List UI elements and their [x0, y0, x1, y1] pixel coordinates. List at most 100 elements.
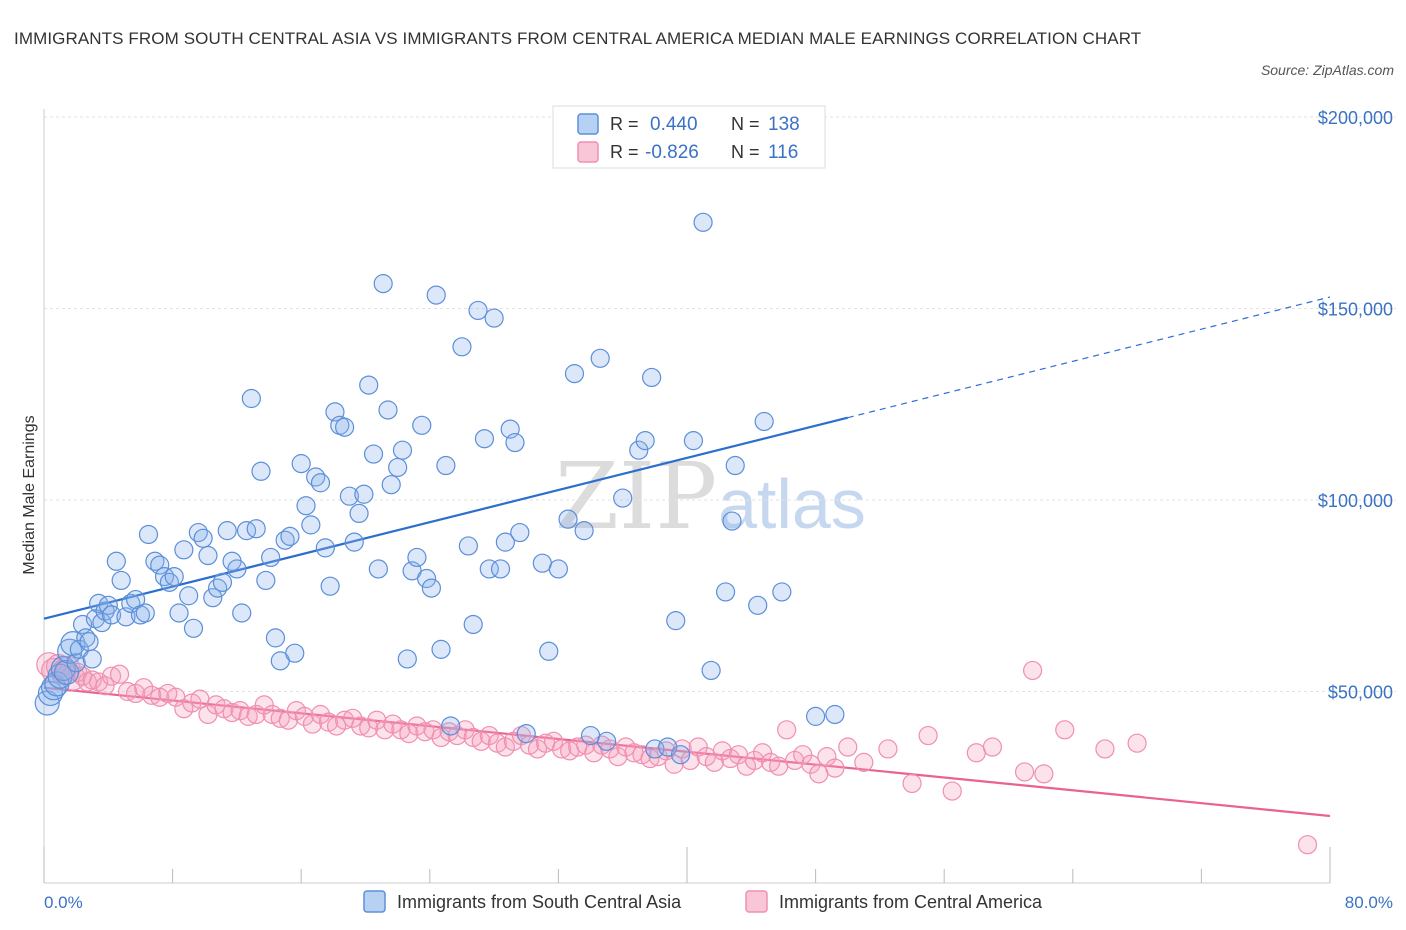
point-south-central-asia: [150, 555, 170, 575]
legend-r-value-blue: 0.440: [650, 114, 698, 135]
point-south-central-asia: [421, 578, 442, 598]
point-central-america: [793, 745, 813, 765]
bottom-legend-swatch-pink: [745, 890, 768, 913]
point-central-america: [294, 706, 315, 726]
point-south-central-asia: [169, 603, 189, 623]
point-south-central-asia: [670, 745, 691, 765]
point-central-america: [254, 695, 274, 715]
point-south-central-asia: [381, 475, 401, 495]
source-label: Source: ZipAtlas.com: [1260, 62, 1394, 78]
point-central-america: [809, 764, 829, 784]
point-south-central-asia: [590, 348, 610, 368]
point-central-america: [712, 741, 732, 761]
bottom-legend-label-blue: Immigrants from South Central Asia: [397, 892, 682, 912]
point-south-central-asia: [89, 593, 109, 614]
x-tick-label-start: 0.0%: [44, 893, 83, 912]
point-south-central-asia: [335, 417, 355, 437]
point-central-america: [343, 708, 363, 728]
point-central-america: [109, 664, 130, 684]
point-central-america: [455, 720, 475, 740]
point-south-central-asia: [666, 611, 686, 631]
point-south-central-asia: [106, 551, 126, 571]
axes: [43, 109, 1331, 884]
y-axis-label: Median Male Earnings: [21, 415, 38, 574]
point-central-america: [752, 743, 773, 763]
point-central-america: [704, 752, 724, 772]
point-south-central-asia: [359, 375, 379, 395]
y-tick-label: $100,000: [1318, 491, 1393, 511]
point-central-america: [399, 724, 419, 744]
point-central-america: [1034, 764, 1054, 784]
point-south-central-asia: [725, 455, 745, 476]
point-south-central-asia: [285, 643, 305, 663]
point-south-central-asia: [635, 431, 655, 451]
point-central-america: [942, 781, 962, 801]
bottom-legend: Immigrants from South Central Asia Immig…: [363, 890, 1043, 913]
point-central-america: [238, 706, 258, 726]
point-south-central-asia: [69, 639, 89, 659]
point-central-america: [134, 678, 154, 698]
point-south-central-asia: [79, 632, 99, 652]
watermark-zip: ZIP: [555, 443, 717, 550]
point-south-central-asia: [748, 595, 768, 615]
point-south-central-asia: [539, 641, 559, 661]
point-central-america: [688, 737, 708, 757]
point-south-central-asia: [251, 461, 271, 481]
point-south-central-asia: [339, 486, 360, 506]
point-south-central-asia: [236, 521, 257, 541]
point-central-america: [278, 710, 298, 730]
point-south-central-asia: [388, 457, 408, 478]
point-south-central-asia: [261, 547, 281, 568]
legend-n-value-pink: 116: [768, 142, 798, 163]
bottom-legend-label-pink: Immigrants from Central America: [779, 892, 1043, 912]
point-south-central-asia: [183, 618, 204, 638]
point-central-america: [966, 743, 986, 763]
bottom-legend-swatch-blue: [363, 890, 386, 913]
point-south-central-asia: [548, 559, 569, 579]
point-south-central-asia: [392, 440, 413, 460]
point-south-central-asia: [463, 614, 483, 635]
point-central-america: [801, 754, 821, 774]
point-south-central-asia: [436, 455, 456, 476]
point-central-america: [367, 710, 387, 730]
point-central-america: [878, 739, 898, 759]
point-south-central-asia: [111, 570, 131, 591]
point-central-america: [95, 676, 115, 696]
point-central-america: [640, 748, 660, 769]
point-south-central-asia: [232, 603, 252, 623]
point-south-central-asia: [412, 415, 432, 435]
point-south-central-asia: [564, 364, 585, 384]
point-south-central-asia: [101, 605, 122, 625]
point-central-america: [817, 747, 837, 767]
point-south-central-asia: [468, 300, 488, 321]
point-south-central-asia: [479, 559, 499, 579]
point-south-central-asia: [510, 522, 530, 543]
point-south-central-asia: [344, 532, 364, 552]
point-central-america: [222, 702, 242, 723]
point-south-central-asia: [265, 628, 286, 648]
x-tick-label-end: 80.0%: [1345, 893, 1393, 912]
point-central-america: [479, 725, 499, 746]
point-central-america: [142, 685, 162, 705]
watermark-atlas: atlas: [718, 465, 866, 543]
point-south-central-asia: [320, 576, 340, 596]
point-south-central-asia: [53, 659, 80, 685]
point-south-central-asia: [212, 572, 233, 592]
point-central-america: [101, 666, 122, 686]
y-tick-label: $50,000: [1328, 683, 1393, 703]
point-central-america: [302, 714, 323, 734]
point-central-america: [552, 739, 572, 759]
point-south-central-asia: [825, 704, 845, 725]
point-south-central-asia: [431, 639, 451, 659]
legend-n-label-blue: N =: [731, 114, 760, 134]
point-central-america: [359, 718, 379, 738]
data-points: [34, 212, 1318, 855]
point-south-central-asia: [135, 603, 155, 623]
point-south-central-asia: [490, 559, 511, 579]
point-south-central-asia: [246, 519, 266, 539]
point-south-central-asia: [416, 568, 437, 589]
point-central-america: [664, 754, 684, 774]
point-central-america: [902, 773, 922, 794]
point-south-central-asia: [772, 582, 792, 602]
